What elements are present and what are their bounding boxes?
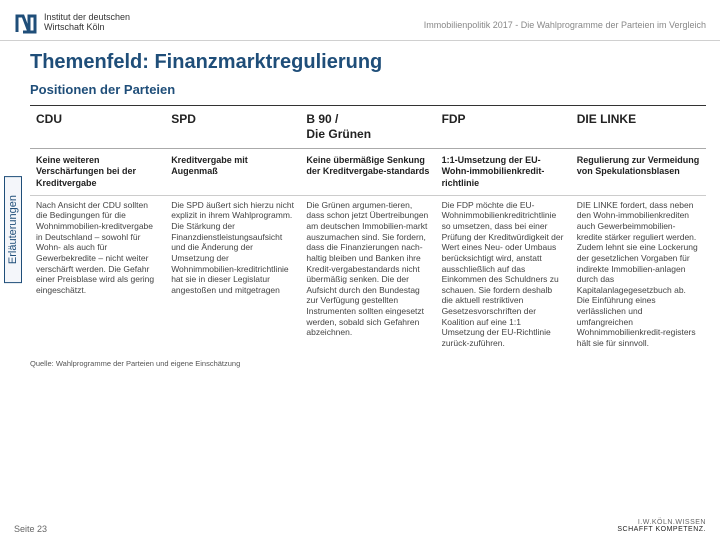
table-header-row: CDU SPD B 90 / Die Grünen FDP DIE LINKE (30, 106, 706, 149)
summary-fdp: 1:1-Umsetzung der EU-Wohn-immobilienkred… (436, 149, 571, 196)
col-fdp: FDP (436, 106, 571, 149)
details-gruene: Die Grünen argumen-tieren, dass schon je… (300, 195, 435, 354)
summary-spd: Kreditvergabe mit Augenmaß (165, 149, 300, 196)
summary-cdu: Keine weiteren Verschärfungen bei der Kr… (30, 149, 165, 196)
content: Erläuterungen CDU SPD B 90 / Die Grünen … (0, 105, 720, 355)
page-title: Themenfeld: Finanzmarktregulierung (0, 41, 720, 78)
side-label-box: Erläuterungen (0, 105, 26, 355)
subheading: Positionen der Parteien (0, 78, 720, 105)
col-gruene: B 90 / Die Grünen (300, 106, 435, 149)
header: Institut der deutschen Wirtschaft Köln I… (0, 0, 720, 41)
document-subtitle: Immobilienpolitik 2017 - Die Wahlprogram… (424, 20, 706, 30)
details-spd: Die SPD äußert sich hierzu nicht explizi… (165, 195, 300, 354)
col-linke: DIE LINKE (571, 106, 706, 149)
claim-bottom: SCHAFFT KOMPETENZ. (617, 526, 706, 534)
footer: Seite 23 I.W.KÖLN.WISSEN SCHAFFT KOMPETE… (0, 519, 720, 534)
claim-top: I.W.KÖLN.WISSEN (617, 519, 706, 527)
logo-icon (14, 10, 40, 36)
col-cdu: CDU (30, 106, 165, 149)
details-fdp: Die FDP möchte die EU-Wohnimmobilienkred… (436, 195, 571, 354)
details-row: Nach Ansicht der CDU sollten die Bedingu… (30, 195, 706, 354)
source-note: Quelle: Wahlprogramme der Parteien und e… (0, 355, 720, 368)
logo: Institut der deutschen Wirtschaft Köln (14, 10, 130, 36)
table-area: CDU SPD B 90 / Die Grünen FDP DIE LINKE … (26, 105, 720, 355)
summary-row: Keine weiteren Verschärfungen bei der Kr… (30, 149, 706, 196)
page-number: Seite 23 (14, 524, 47, 534)
summary-linke: Regulierung zur Vermeidung von Spekulati… (571, 149, 706, 196)
party-table: CDU SPD B 90 / Die Grünen FDP DIE LINKE … (30, 105, 706, 355)
logo-text: Institut der deutschen Wirtschaft Köln (44, 13, 130, 33)
col-spd: SPD (165, 106, 300, 149)
details-linke: DIE LINKE fordert, dass neben den Wohn-i… (571, 195, 706, 354)
footer-claim: I.W.KÖLN.WISSEN SCHAFFT KOMPETENZ. (617, 519, 706, 534)
side-label: Erläuterungen (4, 176, 22, 283)
details-cdu: Nach Ansicht der CDU sollten die Bedingu… (30, 195, 165, 354)
summary-gruene: Keine übermäßige Senkung der Kreditverga… (300, 149, 435, 196)
